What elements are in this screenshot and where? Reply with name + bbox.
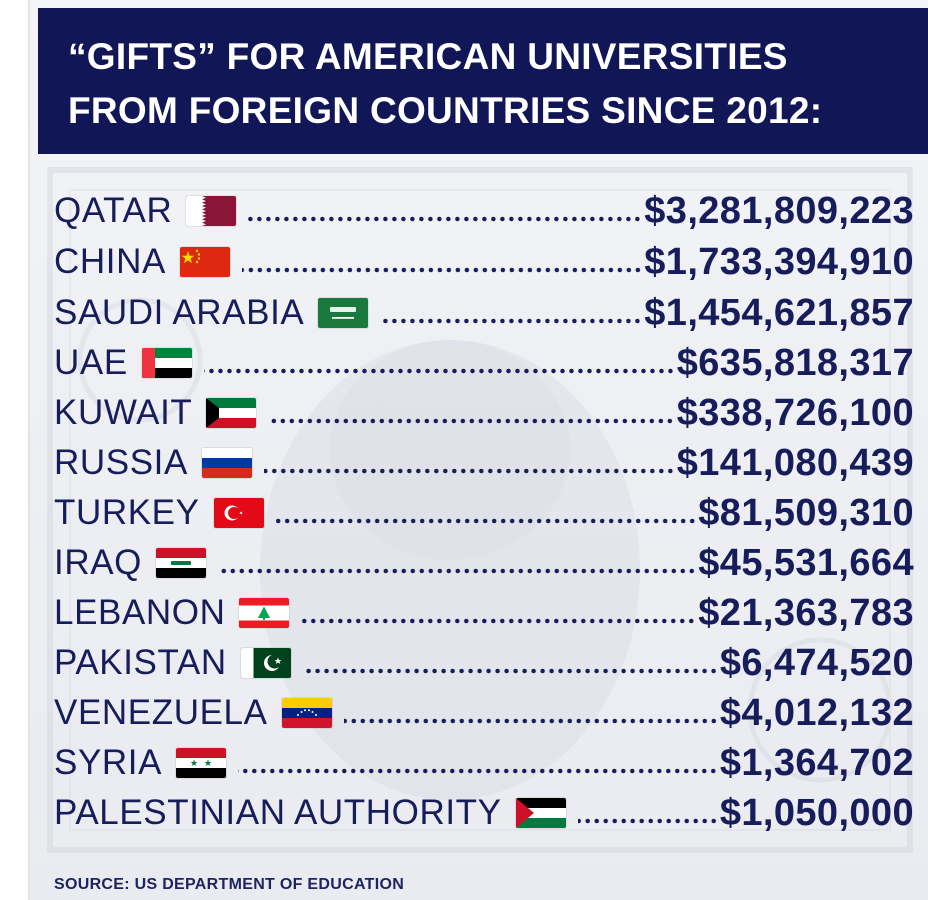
kuwait-flag-icon [206,398,257,428]
dot-leader [241,267,643,273]
gift-amount: $6,474,520 [719,641,914,684]
country-name: RUSSIA [54,443,188,482]
gift-amount: $338,726,100 [676,391,914,434]
list-item-qatar: QATAR $3,281,809,223 [54,188,914,234]
dot-leader [275,518,697,524]
gift-amount: $4,012,132 [719,691,914,734]
china-flag-icon [179,247,230,277]
syria-flag-icon [176,748,227,778]
dot-leader [238,768,718,774]
palestine-flag-icon [515,798,566,828]
title-line-1: “GIFTS” FOR AMERICAN UNIVERSITIES [68,36,788,77]
country-name: PALESTINIAN AUTHORITY [54,793,502,832]
list-item-kuwait: KUWAIT $338,726,100 [54,390,914,436]
country-name: VENEZUELA [54,693,268,732]
dot-leader [268,418,675,424]
qatar-flag-icon [186,196,237,226]
dot-leader [380,318,643,324]
list-item-lebanon: LEBANON $21,363,783 [54,590,914,636]
lebanon-flag-icon [239,598,290,628]
country-name: TURKEY [54,493,200,532]
country-name: IRAQ [54,543,142,582]
iraq-flag-icon [155,548,206,578]
infographic-card: “GIFTS” FOR AMERICAN UNIVERSITIES FROM F… [28,0,928,900]
dot-leader [343,718,718,724]
list-item-russia: RUSSIA $141,080,439 [54,440,914,486]
list-item-saudi-arabia: SAUDI ARABIA $1,454,621,857 [54,290,914,336]
uae-flag-icon [141,348,192,378]
list-item-syria: SYRIA $1,364,702 [54,740,914,786]
gift-amount: $1,733,394,910 [644,240,914,283]
country-name: UAE [54,343,128,382]
list-item-palestinian-authority: PALESTINIAN AUTHORITY $1,050,000 [54,790,914,836]
dot-leader [302,668,718,674]
country-name: PAKISTAN [54,643,227,682]
country-name: SYRIA [54,743,163,782]
dot-leader [577,818,718,824]
dot-leader [263,468,675,474]
list-item-venezuela: VENEZUELA $4,012,132 [54,690,914,736]
dot-leader [217,568,697,574]
list-item-turkey: TURKEY $81,509,310 [54,490,914,536]
gift-amount: $1,364,702 [719,741,914,784]
list-item-iraq: IRAQ $45,531,664 [54,540,914,586]
gift-amount: $45,531,664 [698,541,914,584]
list-item-pakistan: PAKISTAN $6,474,520 [54,640,914,686]
gift-amount: $3,281,809,223 [644,189,914,232]
source-note: SOURCE: US DEPARTMENT OF EDUCATION [54,876,405,893]
dot-leader [203,368,675,374]
title-line-2: FROM FOREIGN COUNTRIES SINCE 2012: [68,90,823,131]
gift-amount: $81,509,310 [698,491,914,534]
country-name: CHINA [54,242,166,281]
list-item-china: CHINA $1,733,394,910 [54,239,914,285]
title-banner: “GIFTS” FOR AMERICAN UNIVERSITIES FROM F… [38,8,928,154]
country-name: LEBANON [54,593,226,632]
turkey-flag-icon [213,498,264,528]
country-name: KUWAIT [54,393,193,432]
gift-amount: $1,454,621,857 [644,291,914,334]
dot-leader [301,618,697,624]
gift-amount: $141,080,439 [676,441,914,484]
country-name: SAUDI ARABIA [54,293,305,332]
gift-amount: $1,050,000 [719,791,914,834]
russia-flag-icon [201,448,252,478]
gift-amount: $21,363,783 [698,591,914,634]
pakistan-flag-icon [240,648,291,678]
venezuela-flag-icon [281,698,332,728]
country-name: QATAR [54,191,173,230]
dot-leader [248,216,643,222]
gift-amount: $635,818,317 [676,341,914,384]
list-item-uae: UAE $635,818,317 [54,340,914,386]
saudi-arabia-flag-icon [318,298,369,328]
